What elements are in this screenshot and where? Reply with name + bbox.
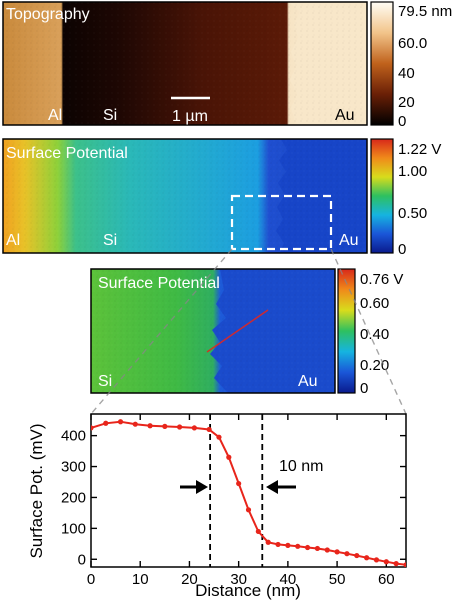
zoom-title: Surface Potential: [98, 275, 220, 292]
zoom-cb-unit: 0.76 V: [360, 271, 403, 288]
topography-border: [2, 1, 368, 126]
zoom-label-au: Au: [298, 373, 318, 390]
pot-cb-tick: 0: [398, 241, 406, 258]
data-point: [103, 420, 109, 426]
zoom-cb-tick: 0.60: [360, 295, 389, 312]
data-point: [206, 426, 212, 433]
profile-chart: 0 100 200 300 400 0 10 20 30 40 50 60 10 nm Distan…: [27, 413, 407, 600]
topo-label-au: Au: [335, 107, 355, 124]
x-axis-label: Distance (nm): [195, 581, 301, 600]
pot-cb-tick: 0.50: [398, 205, 427, 222]
zoom-label-si: Si: [98, 373, 112, 390]
topo-label-si: Si: [103, 107, 117, 124]
data-point: [393, 561, 399, 567]
zoom-connector-right: [330, 248, 407, 415]
data-point: [285, 542, 291, 548]
topography-panel: Topography Al Si Au 1 µm 79.5 nm 60.0 40…: [2, 1, 452, 130]
potential-colorbar: [370, 138, 394, 254]
profile-line: [206, 309, 269, 353]
zoom-cb-tick: 0.20: [360, 357, 389, 374]
arrow-right: [266, 480, 296, 494]
zoom-cb-tick: 0: [360, 380, 368, 397]
potential-title: Surface Potential: [6, 145, 128, 162]
data-point: [354, 552, 360, 559]
series-points: [91, 419, 406, 567]
y-tick-label: 100: [61, 520, 86, 537]
data-point: [383, 559, 389, 565]
topo-cb-tick: 20: [398, 94, 415, 111]
topo-cb-tick: 0: [398, 113, 406, 130]
y-tick-label: 0: [78, 551, 86, 568]
data-point: [132, 421, 138, 427]
data-point: [373, 557, 380, 563]
arrow-left: [180, 480, 208, 494]
zoom-cb-tick: 0.40: [360, 326, 389, 343]
dashed-markers: [209, 414, 264, 567]
zoom-region-box: [230, 194, 333, 251]
data-point: [91, 425, 94, 431]
potential-border: [2, 138, 368, 254]
topography-title: Topography: [6, 6, 90, 23]
data-point: [295, 543, 301, 549]
data-point: [191, 425, 197, 431]
pot-cb-unit: 1.22 V: [398, 141, 441, 158]
y-axis-label: Surface Pot. (mV): [27, 423, 46, 558]
topo-cb-tick: 60.0: [398, 35, 427, 52]
zoom-colorbar: [337, 268, 356, 394]
data-point: [226, 454, 232, 460]
x-tick-label: 40: [280, 571, 297, 588]
zoom-panel: Surface Potential Si Au 0.76 V 0.60 0.40…: [90, 268, 403, 397]
x-ticks: 0 10 20 30 40 50 60: [87, 414, 395, 588]
data-point: [245, 507, 252, 513]
topo-cb-unit: 79.5 nm: [398, 3, 452, 20]
data-point: [403, 562, 406, 567]
x-tick-label: 30: [230, 571, 247, 588]
data-point: [236, 480, 242, 487]
data-point: [314, 545, 321, 552]
data-point: [255, 528, 261, 535]
y-tick-label: 200: [61, 489, 86, 506]
data-point: [324, 547, 330, 553]
data-point: [265, 539, 271, 545]
data-point: [334, 549, 340, 555]
x-tick-label: 60: [378, 571, 395, 588]
data-point: [147, 423, 153, 429]
data-point: [275, 541, 281, 548]
x-tick-label: 20: [181, 571, 198, 588]
pot-label-si: Si: [103, 232, 117, 249]
y-tick-label: 300: [61, 459, 86, 476]
data-point: [176, 424, 183, 430]
potential-panel: Surface Potential Al Si Au 1.22 V 1.00 0…: [2, 138, 441, 258]
zoom-connector-left: [90, 248, 233, 415]
data-point: [364, 555, 370, 561]
topography-colorbar: [370, 1, 394, 126]
topo-label-al: Al: [48, 107, 62, 124]
x-tick-label: 0: [87, 571, 95, 588]
scalebar-label: 1 µm: [172, 108, 208, 125]
annotation-10nm: 10 nm: [279, 458, 323, 475]
y-ticks: 0 100 200 300 400: [61, 428, 406, 568]
pot-cb-tick: 1.00: [398, 163, 427, 180]
x-tick-label: 50: [329, 571, 346, 588]
data-point: [216, 434, 222, 440]
y-tick-label: 400: [61, 428, 86, 445]
data-point: [344, 551, 350, 557]
pot-label-al: Al: [6, 232, 20, 249]
data-point: [117, 419, 124, 425]
pot-label-au: Au: [339, 232, 359, 249]
x-tick-label: 10: [132, 571, 149, 588]
plot-frame: [90, 413, 407, 568]
zoom-border: [90, 268, 336, 394]
data-point: [304, 544, 311, 551]
topo-cb-tick: 40: [398, 65, 415, 82]
data-point: [162, 423, 168, 429]
